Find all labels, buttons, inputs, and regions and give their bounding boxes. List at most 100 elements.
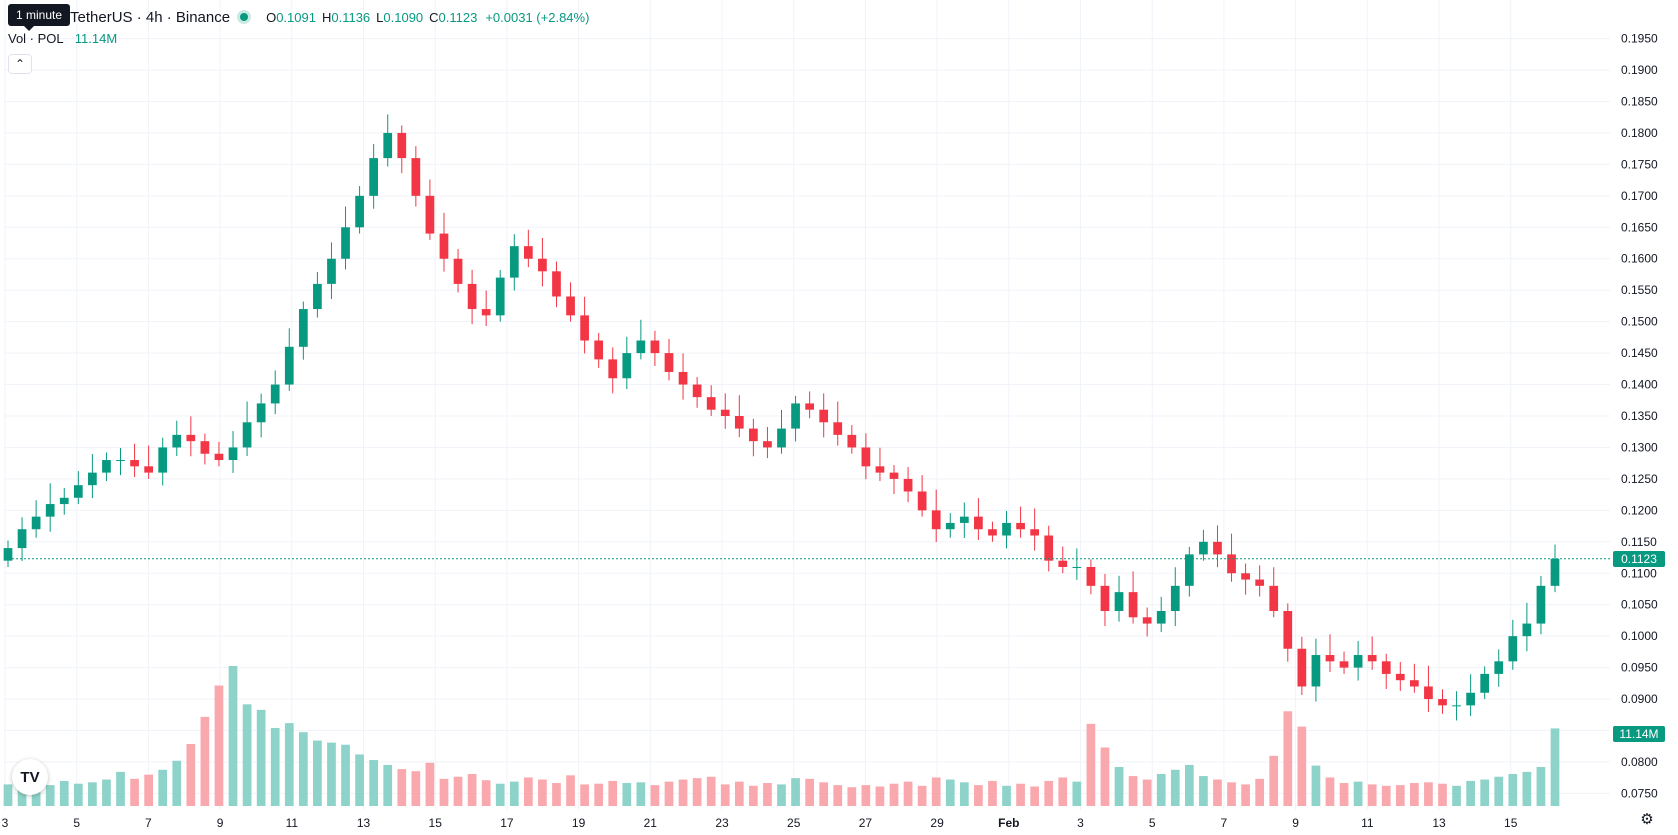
candle-body (102, 460, 111, 473)
open-value: 0.1091 (276, 9, 316, 25)
price-tick-label: 0.1750 (1621, 157, 1658, 171)
price-axis[interactable]: 0.07500.08000.08500.09000.09500.10000.10… (1621, 32, 1658, 801)
volume-bar (1367, 784, 1377, 806)
low-key: L (376, 9, 384, 25)
volume-bar (523, 777, 533, 806)
volume-bar (495, 783, 505, 806)
candle-body (917, 491, 927, 511)
price-tick-label: 0.1700 (1621, 189, 1658, 203)
candle-body (664, 353, 674, 372)
volume-bar (214, 685, 224, 806)
volume-bar (425, 762, 435, 806)
volume-bar (102, 779, 111, 806)
time-tick-label: 19 (572, 816, 586, 830)
last-price-badge: 0.1123 (1613, 550, 1665, 567)
candle-body (1550, 558, 1560, 586)
price-tick-label: 0.1900 (1621, 63, 1658, 77)
candle-body (903, 478, 913, 492)
candle-body (355, 195, 364, 228)
volume-bar (1170, 769, 1180, 806)
candle-body (1339, 661, 1349, 668)
candle-body (1086, 566, 1096, 586)
candle-body (875, 466, 885, 473)
candle-body (734, 416, 744, 429)
volume-bar (720, 784, 730, 806)
open-key: O (266, 9, 277, 25)
volume-bar (1255, 778, 1265, 806)
time-tick-label: 25 (787, 816, 801, 830)
time-tick-label: 7 (1221, 816, 1228, 830)
chevron-up-icon: ⌃ (14, 57, 26, 71)
volume-bar (650, 785, 660, 806)
volume-bar (1494, 776, 1504, 806)
candle-body (270, 384, 280, 404)
candle-body (1016, 522, 1025, 530)
volume-bar (566, 775, 575, 806)
symbol-title[interactable]: TetherUS · 4h · Binance (70, 8, 231, 26)
volume-bar (945, 779, 955, 806)
volume-bar (411, 771, 421, 806)
volume-bar (1114, 766, 1124, 806)
volume-bar (397, 769, 407, 806)
candle-body (88, 472, 97, 486)
volume-bar (59, 780, 69, 806)
candle-body (228, 447, 238, 461)
price-tick-label: 0.1500 (1621, 315, 1658, 329)
volume-bar (1213, 779, 1222, 806)
settings-gear-icon[interactable]: ⚙ (1640, 811, 1654, 828)
high-key: H (321, 9, 332, 25)
price-tick-label: 0.1150 (1621, 535, 1657, 549)
volume-bar (580, 784, 589, 806)
volume-bar (31, 785, 41, 806)
candle-body (200, 441, 210, 454)
volume-label[interactable]: Vol · POL (8, 31, 64, 46)
volume-bar (1438, 783, 1447, 806)
volume-bar (327, 742, 336, 806)
candle-body (706, 397, 716, 410)
volume-bar (45, 785, 55, 806)
volume-bar (608, 780, 618, 806)
candle-body (411, 158, 421, 196)
time-tick-label: 7 (145, 816, 152, 830)
volume-bar (481, 780, 491, 806)
candle-body (509, 246, 519, 278)
candle-body (130, 460, 139, 467)
price-tick-label: 0.1550 (1621, 283, 1658, 297)
candle-body (1353, 655, 1363, 668)
price-tick-label: 0.1050 (1621, 598, 1658, 612)
volume-bar (1184, 764, 1194, 806)
candle-body (1030, 529, 1040, 536)
price-tick-label: 0.1250 (1621, 472, 1658, 486)
collapse-legend-button[interactable]: ⌃ (8, 54, 32, 74)
volume-bar (1016, 783, 1025, 806)
time-tick-label: 3 (2, 816, 9, 830)
volume-bar (1199, 776, 1208, 806)
price-tick-label: 0.0950 (1621, 661, 1658, 675)
candle-body (1367, 655, 1377, 662)
candle-body (313, 283, 322, 310)
candle-body (791, 403, 800, 429)
candle-body (1114, 592, 1124, 611)
candle-body (889, 472, 899, 479)
candle-body (369, 158, 379, 196)
candle-body (256, 403, 266, 423)
candle-body (1156, 611, 1166, 624)
time-tick-label: 9 (217, 816, 224, 830)
candle-body (945, 522, 955, 530)
volume-bar (270, 727, 280, 806)
tradingview-logo-icon[interactable]: TV (12, 759, 48, 795)
low-value: 0.1090 (383, 9, 424, 25)
volume-bar (889, 783, 899, 806)
time-axis[interactable]: 3 5 7 9 11 13 15 17 19 21 23 25 27 29 Feb 3 5 7 9 11 13 15 (2, 816, 1518, 830)
volume-bar (509, 781, 519, 806)
candle-body (439, 233, 449, 259)
volume-bar (200, 716, 210, 806)
candle-body (1381, 661, 1391, 674)
volume-bar (974, 785, 983, 806)
time-tick-label: 13 (357, 816, 371, 830)
volume-bar (467, 773, 477, 806)
candle-body (298, 309, 308, 347)
candle-body (1058, 560, 1068, 567)
candle-body (481, 309, 491, 316)
